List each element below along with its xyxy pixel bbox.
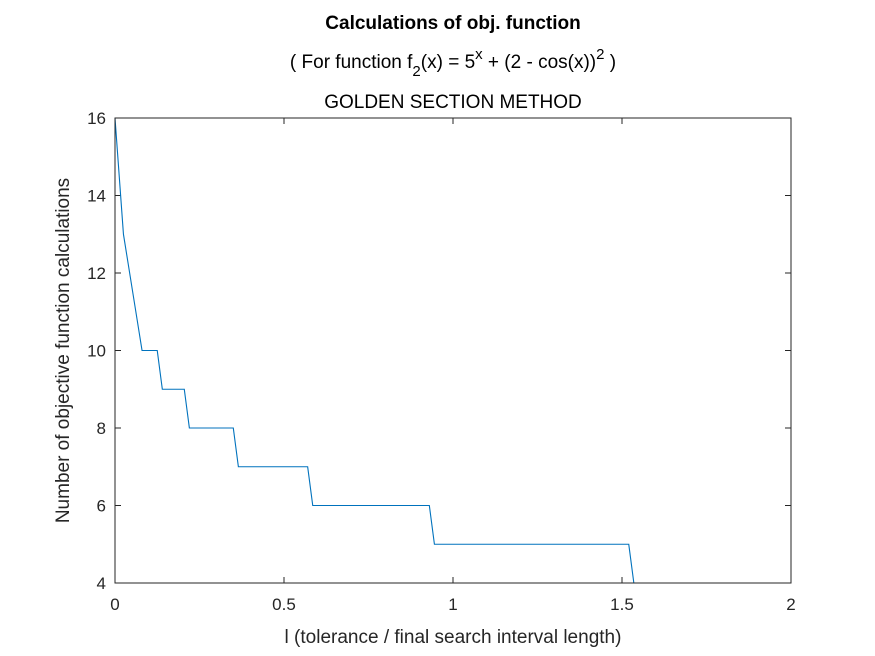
y-tick-label: 16 xyxy=(87,109,106,128)
x-tick-label: 0.5 xyxy=(272,595,296,614)
subtitle-f-subscript: 2 xyxy=(412,63,420,80)
subtitle-square-superscript: 2 xyxy=(596,46,604,63)
series-line xyxy=(114,117,791,584)
x-axis-label: l (tolerance / final search interval len… xyxy=(285,627,622,648)
y-tick-label: 10 xyxy=(87,342,106,361)
x-tick-label: 2 xyxy=(786,595,795,614)
plot-area xyxy=(115,118,791,583)
chart-subtitle: ( For function f2(x) = 5x + (2 - cos(x))… xyxy=(290,46,616,80)
x-tick-label: 0 xyxy=(110,595,119,614)
y-tick-label: 12 xyxy=(87,264,106,283)
y-tick-label: 14 xyxy=(87,187,106,206)
chart-title: Calculations of obj. function xyxy=(325,13,580,34)
axes-box xyxy=(114,117,792,584)
y-axis-label: Number of objective function calculation… xyxy=(53,178,74,523)
subtitle-x-superscript: x xyxy=(475,46,483,63)
chart-method-title: GOLDEN SECTION METHOD xyxy=(324,92,582,113)
x-tick-label: 1 xyxy=(448,595,457,614)
y-tick-label: 8 xyxy=(97,419,106,438)
y-tick-label: 6 xyxy=(97,497,106,516)
y-tick-label: 4 xyxy=(97,574,106,593)
axis-tick-labels: 0 0.5 1 1.5 2 4 6 8 10 12 14 16 xyxy=(87,109,796,614)
x-tick-label: 1.5 xyxy=(610,595,634,614)
